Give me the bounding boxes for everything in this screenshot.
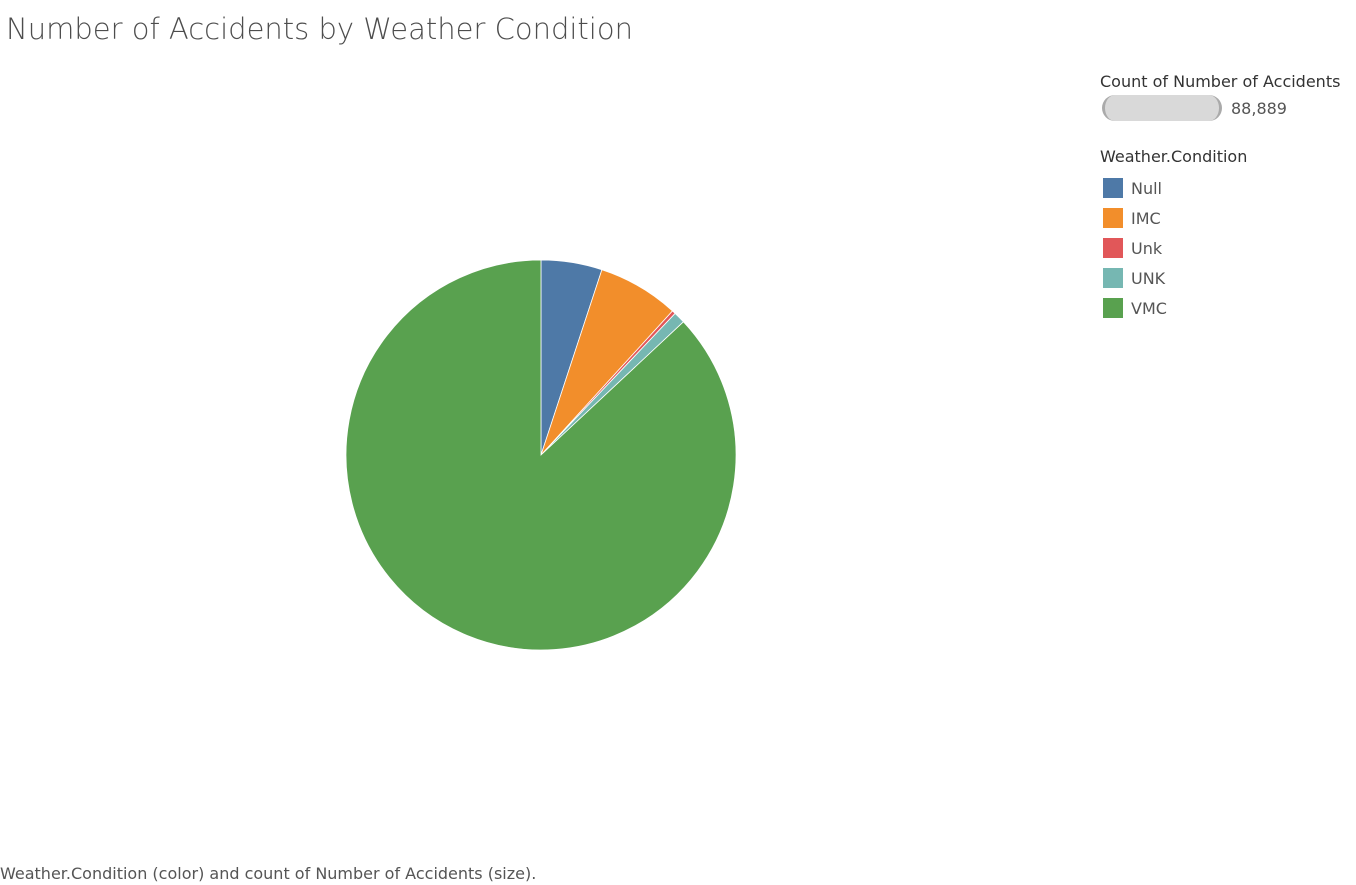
- chart-title: Number of Accidents by Weather Condition: [6, 12, 633, 46]
- size-legend: 88,889: [1100, 95, 1356, 123]
- pie-slices: [345, 259, 737, 651]
- legend: Count of Number of Accidents 88,889 Weat…: [1100, 72, 1356, 323]
- chart-footnote: Weather.Condition (color) and count of N…: [0, 864, 537, 883]
- legend-label: Null: [1131, 178, 1162, 198]
- size-legend-marker: [1102, 95, 1222, 121]
- legend-swatch: [1103, 268, 1123, 288]
- color-legend-title: Weather.Condition: [1100, 147, 1248, 166]
- size-legend-value: 88,889: [1231, 99, 1287, 118]
- legend-item-unk[interactable]: UNK: [1100, 263, 1356, 293]
- legend-item-null[interactable]: Null: [1100, 173, 1356, 203]
- legend-swatch: [1103, 208, 1123, 228]
- color-legend-items: Null IMC Unk UNK VMC: [1100, 173, 1356, 323]
- legend-label: Unk: [1131, 238, 1163, 258]
- legend-item-imc[interactable]: IMC: [1100, 203, 1356, 233]
- size-legend-title: Count of Number of Accidents: [1100, 72, 1341, 91]
- color-legend[interactable]: Weather.Condition Null IMC Unk UNK VMC: [1100, 147, 1356, 323]
- legend-swatch: [1103, 298, 1123, 318]
- legend-swatch: [1103, 238, 1123, 258]
- legend-label: UNK: [1131, 268, 1166, 288]
- pie-slice-vmc[interactable]: [345, 259, 737, 651]
- legend-item-unk[interactable]: Unk: [1100, 233, 1356, 263]
- legend-swatch: [1103, 178, 1123, 198]
- legend-label: VMC: [1131, 298, 1167, 318]
- legend-label: IMC: [1131, 208, 1161, 228]
- legend-item-vmc[interactable]: VMC: [1100, 293, 1356, 323]
